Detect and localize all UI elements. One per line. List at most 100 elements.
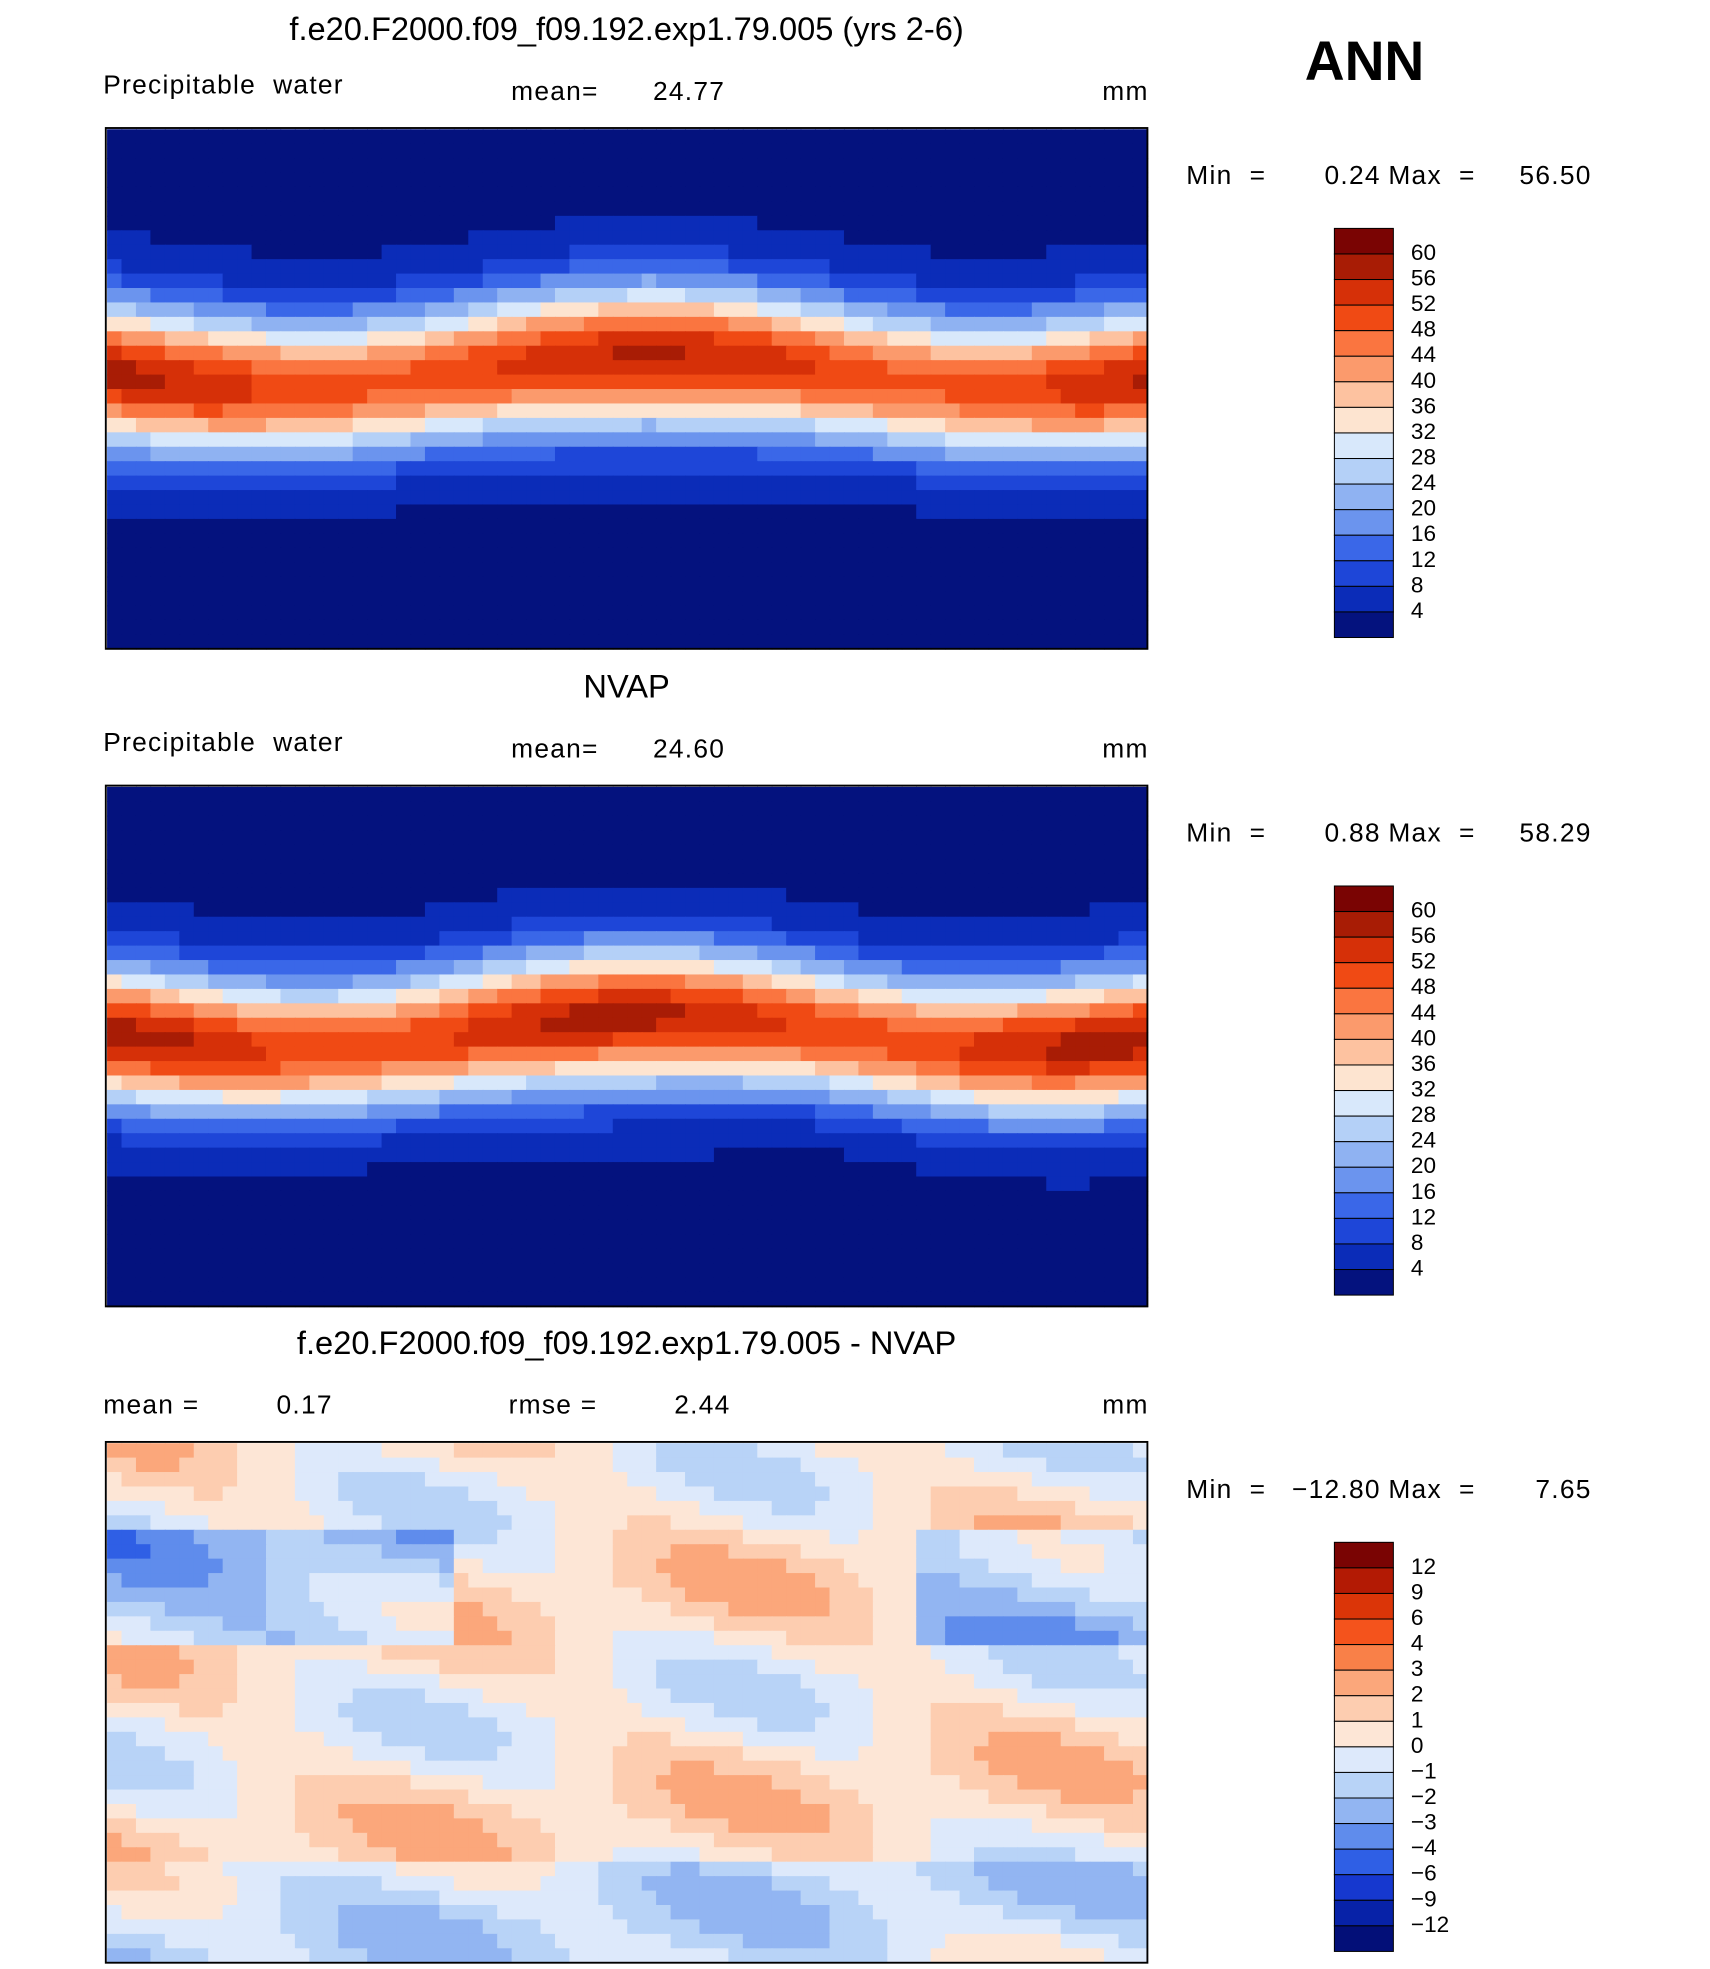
map-cell — [1132, 345, 1149, 361]
map-cell — [685, 634, 701, 650]
map-cell — [526, 1234, 542, 1250]
map-cell — [121, 244, 137, 260]
map-cell — [829, 1104, 845, 1120]
map-cell — [424, 1032, 441, 1048]
map-cell — [945, 1061, 961, 1077]
map-cell — [352, 374, 368, 390]
map-cell — [367, 1248, 383, 1264]
map-cell — [396, 490, 412, 506]
map-cell — [511, 945, 527, 961]
map-cell — [627, 461, 643, 477]
map-cell — [598, 475, 614, 491]
map-cell — [901, 1046, 917, 1062]
map-cell — [569, 1046, 585, 1062]
map-cell — [1089, 576, 1105, 592]
map-cell — [728, 360, 744, 376]
map-cell — [323, 887, 339, 904]
map-cell — [352, 360, 368, 376]
map-cell — [1031, 1075, 1048, 1091]
map-cell — [771, 172, 787, 188]
map-cell — [1002, 902, 1019, 918]
map-cell — [280, 1147, 296, 1163]
map-cell — [627, 1061, 643, 1077]
map-cell — [901, 259, 917, 275]
map-cell — [294, 158, 311, 174]
map-cell — [338, 1003, 354, 1019]
map-cell — [583, 1234, 600, 1250]
map-cell — [482, 1118, 498, 1134]
map-cell — [179, 1046, 195, 1062]
map-cell — [554, 960, 571, 976]
map-cell — [453, 1104, 470, 1120]
map-cell — [237, 1219, 253, 1235]
map-cell — [1132, 417, 1149, 434]
map-cell — [367, 172, 383, 188]
map-cell — [815, 475, 831, 491]
map-cell — [338, 215, 354, 232]
map-cell — [815, 931, 831, 947]
map-cell — [757, 259, 773, 275]
map-cell — [988, 302, 1004, 318]
map-cell — [757, 1205, 773, 1221]
map-cell — [1089, 345, 1105, 361]
map-cell — [179, 859, 195, 875]
map-cell — [1118, 786, 1134, 803]
map-cell — [1002, 1234, 1019, 1250]
map-cell — [135, 1248, 152, 1264]
map-cell — [670, 634, 686, 650]
map-cell — [352, 259, 368, 275]
map-cell — [872, 288, 889, 304]
map-cell — [872, 331, 889, 347]
map-cell — [742, 201, 759, 217]
map-cell — [367, 461, 383, 477]
map-cell — [569, 158, 585, 174]
map-cell — [930, 605, 946, 621]
map-cell — [150, 1219, 166, 1235]
map-cell — [901, 1061, 917, 1077]
map-cell — [511, 1017, 527, 1033]
map-cell — [222, 461, 238, 477]
map-cell — [526, 1089, 542, 1106]
map-cell — [497, 158, 513, 174]
map-cell — [1132, 461, 1149, 477]
map-cell — [742, 1234, 759, 1250]
map-cell — [135, 316, 152, 333]
map-cell — [396, 259, 412, 275]
map-cell — [916, 1061, 932, 1077]
map-cell — [424, 1162, 441, 1178]
map-cell — [872, 960, 889, 976]
map-cell — [685, 576, 701, 592]
map-cell — [771, 859, 787, 875]
map-cell — [381, 1205, 397, 1221]
map-cell — [338, 244, 354, 260]
map-cell — [511, 490, 527, 506]
map-cell — [453, 1032, 470, 1048]
map-cell — [1089, 801, 1105, 817]
map-cell — [843, 931, 860, 947]
map — [107, 129, 1149, 650]
map-cell — [121, 619, 137, 636]
map-cell — [453, 887, 470, 904]
map-cell — [150, 1061, 166, 1077]
map-cell — [164, 591, 181, 607]
map-cell — [1060, 172, 1076, 188]
map-cell — [1104, 859, 1120, 875]
map-cell — [410, 432, 426, 448]
map-cell — [627, 374, 643, 390]
map-cell — [1017, 1104, 1033, 1120]
map-cell — [858, 945, 874, 961]
map-cell — [193, 801, 209, 817]
map-cell — [294, 461, 311, 477]
map-cell — [1132, 1104, 1149, 1120]
map-cell — [945, 244, 961, 260]
map-cell — [930, 186, 946, 203]
map-cell — [107, 1046, 123, 1062]
map-cell — [771, 988, 787, 1005]
map-cell — [670, 902, 686, 918]
map-cell — [107, 403, 123, 419]
map-cell — [526, 316, 542, 333]
map-cell — [1002, 186, 1019, 203]
map-cell — [656, 1104, 672, 1120]
map-cell — [858, 801, 874, 817]
map-cell — [265, 1190, 282, 1207]
